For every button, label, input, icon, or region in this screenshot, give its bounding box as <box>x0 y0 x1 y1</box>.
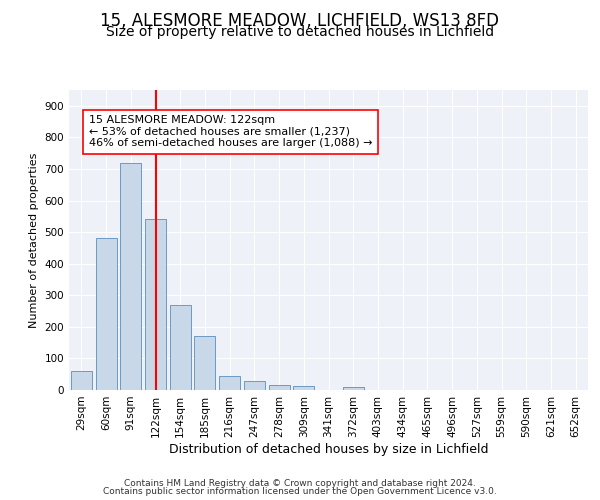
Y-axis label: Number of detached properties: Number of detached properties <box>29 152 39 328</box>
Bar <box>293 386 314 390</box>
Bar <box>343 387 364 390</box>
Text: 15, ALESMORE MEADOW, LICHFIELD, WS13 8FD: 15, ALESMORE MEADOW, LICHFIELD, WS13 8FD <box>101 12 499 30</box>
Text: 15 ALESMORE MEADOW: 122sqm
← 53% of detached houses are smaller (1,237)
46% of s: 15 ALESMORE MEADOW: 122sqm ← 53% of deta… <box>89 116 372 148</box>
Bar <box>145 220 166 390</box>
Bar <box>194 336 215 390</box>
X-axis label: Distribution of detached houses by size in Lichfield: Distribution of detached houses by size … <box>169 442 488 456</box>
Bar <box>219 376 240 390</box>
Bar <box>120 162 141 390</box>
Text: Contains public sector information licensed under the Open Government Licence v3: Contains public sector information licen… <box>103 487 497 496</box>
Bar <box>244 380 265 390</box>
Bar <box>269 386 290 390</box>
Bar <box>71 371 92 390</box>
Text: Contains HM Land Registry data © Crown copyright and database right 2024.: Contains HM Land Registry data © Crown c… <box>124 478 476 488</box>
Text: Size of property relative to detached houses in Lichfield: Size of property relative to detached ho… <box>106 25 494 39</box>
Bar <box>170 304 191 390</box>
Bar <box>95 238 116 390</box>
